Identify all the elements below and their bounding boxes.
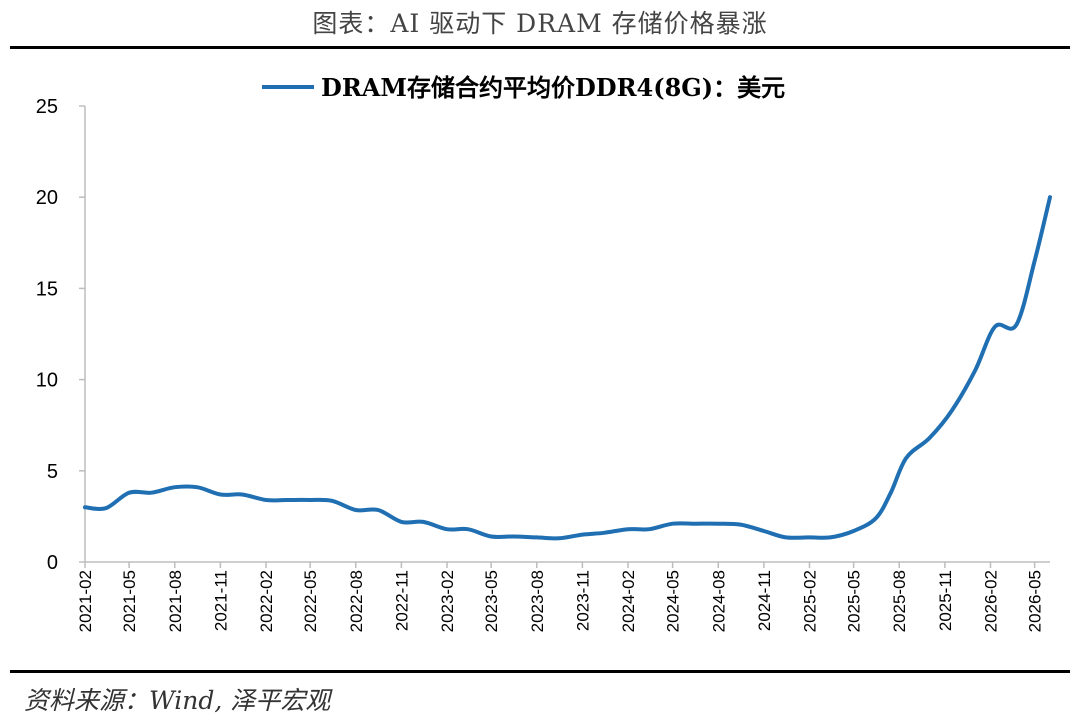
legend: DRAM存储合约平均价DDR4(8G)：美元 — [262, 73, 785, 102]
x-tick-label: 2022-08 — [347, 570, 366, 632]
y-tick-label: 10 — [36, 370, 58, 392]
bottom-rule — [10, 670, 1070, 673]
x-tick-label: 2025-11 — [936, 570, 955, 631]
x-tick-label: 2024-02 — [619, 570, 638, 632]
x-tick-label: 2021-11 — [211, 570, 230, 631]
x-tick-label: 2026-02 — [981, 570, 1000, 632]
x-tick-label: 2023-05 — [482, 570, 501, 632]
x-tick-label: 2023-02 — [438, 570, 457, 632]
y-axis: 0 5 10 15 20 25 — [36, 96, 86, 574]
x-axis: 2021-02 2021-05 2021-08 2021-11 2022-02 2022-… — [76, 561, 1050, 632]
y-tick-label: 25 — [36, 96, 58, 118]
x-tick-label: 2024-05 — [664, 570, 683, 632]
x-tick-label: 2021-08 — [166, 570, 185, 632]
x-tick-label: 2024-11 — [755, 570, 774, 631]
y-tick-label: 0 — [47, 552, 58, 574]
x-tick-label: 2023-11 — [573, 570, 592, 631]
top-rule — [10, 46, 1070, 49]
series-line-dram-ddr4 — [83, 195, 1052, 541]
y-tick-label: 5 — [47, 461, 58, 483]
y-tick-label: 15 — [36, 278, 58, 300]
x-tick-label: 2025-08 — [890, 570, 909, 632]
x-tick-label: 2025-05 — [845, 570, 864, 632]
x-tick-label: 2026-05 — [1026, 570, 1045, 632]
x-tick-label: 2022-05 — [301, 570, 320, 632]
x-tick-label: 2022-11 — [392, 570, 411, 631]
x-tick-label: 2024-08 — [709, 570, 728, 632]
legend-label: DRAM存储合约平均价DDR4(8G)：美元 — [321, 73, 785, 102]
page-title: 图表：AI 驱动下 DRAM 存储价格暴涨 — [312, 9, 768, 38]
x-tick-label: 2022-02 — [257, 570, 276, 632]
x-tick-labels: 2021-02 2021-05 2021-08 2021-11 2022-02 2022-… — [76, 562, 1045, 632]
x-tick-label: 2023-08 — [528, 570, 547, 632]
y-tick-label: 20 — [36, 187, 58, 209]
x-tick-label: 2021-02 — [76, 570, 95, 632]
source-note: 资料来源：Wind, 泽平宏观 — [24, 686, 331, 715]
x-tick-label: 2021-05 — [120, 570, 139, 632]
y-tick-labels: 0 5 10 15 20 25 — [36, 96, 85, 574]
x-tick-label: 2025-02 — [800, 570, 819, 632]
